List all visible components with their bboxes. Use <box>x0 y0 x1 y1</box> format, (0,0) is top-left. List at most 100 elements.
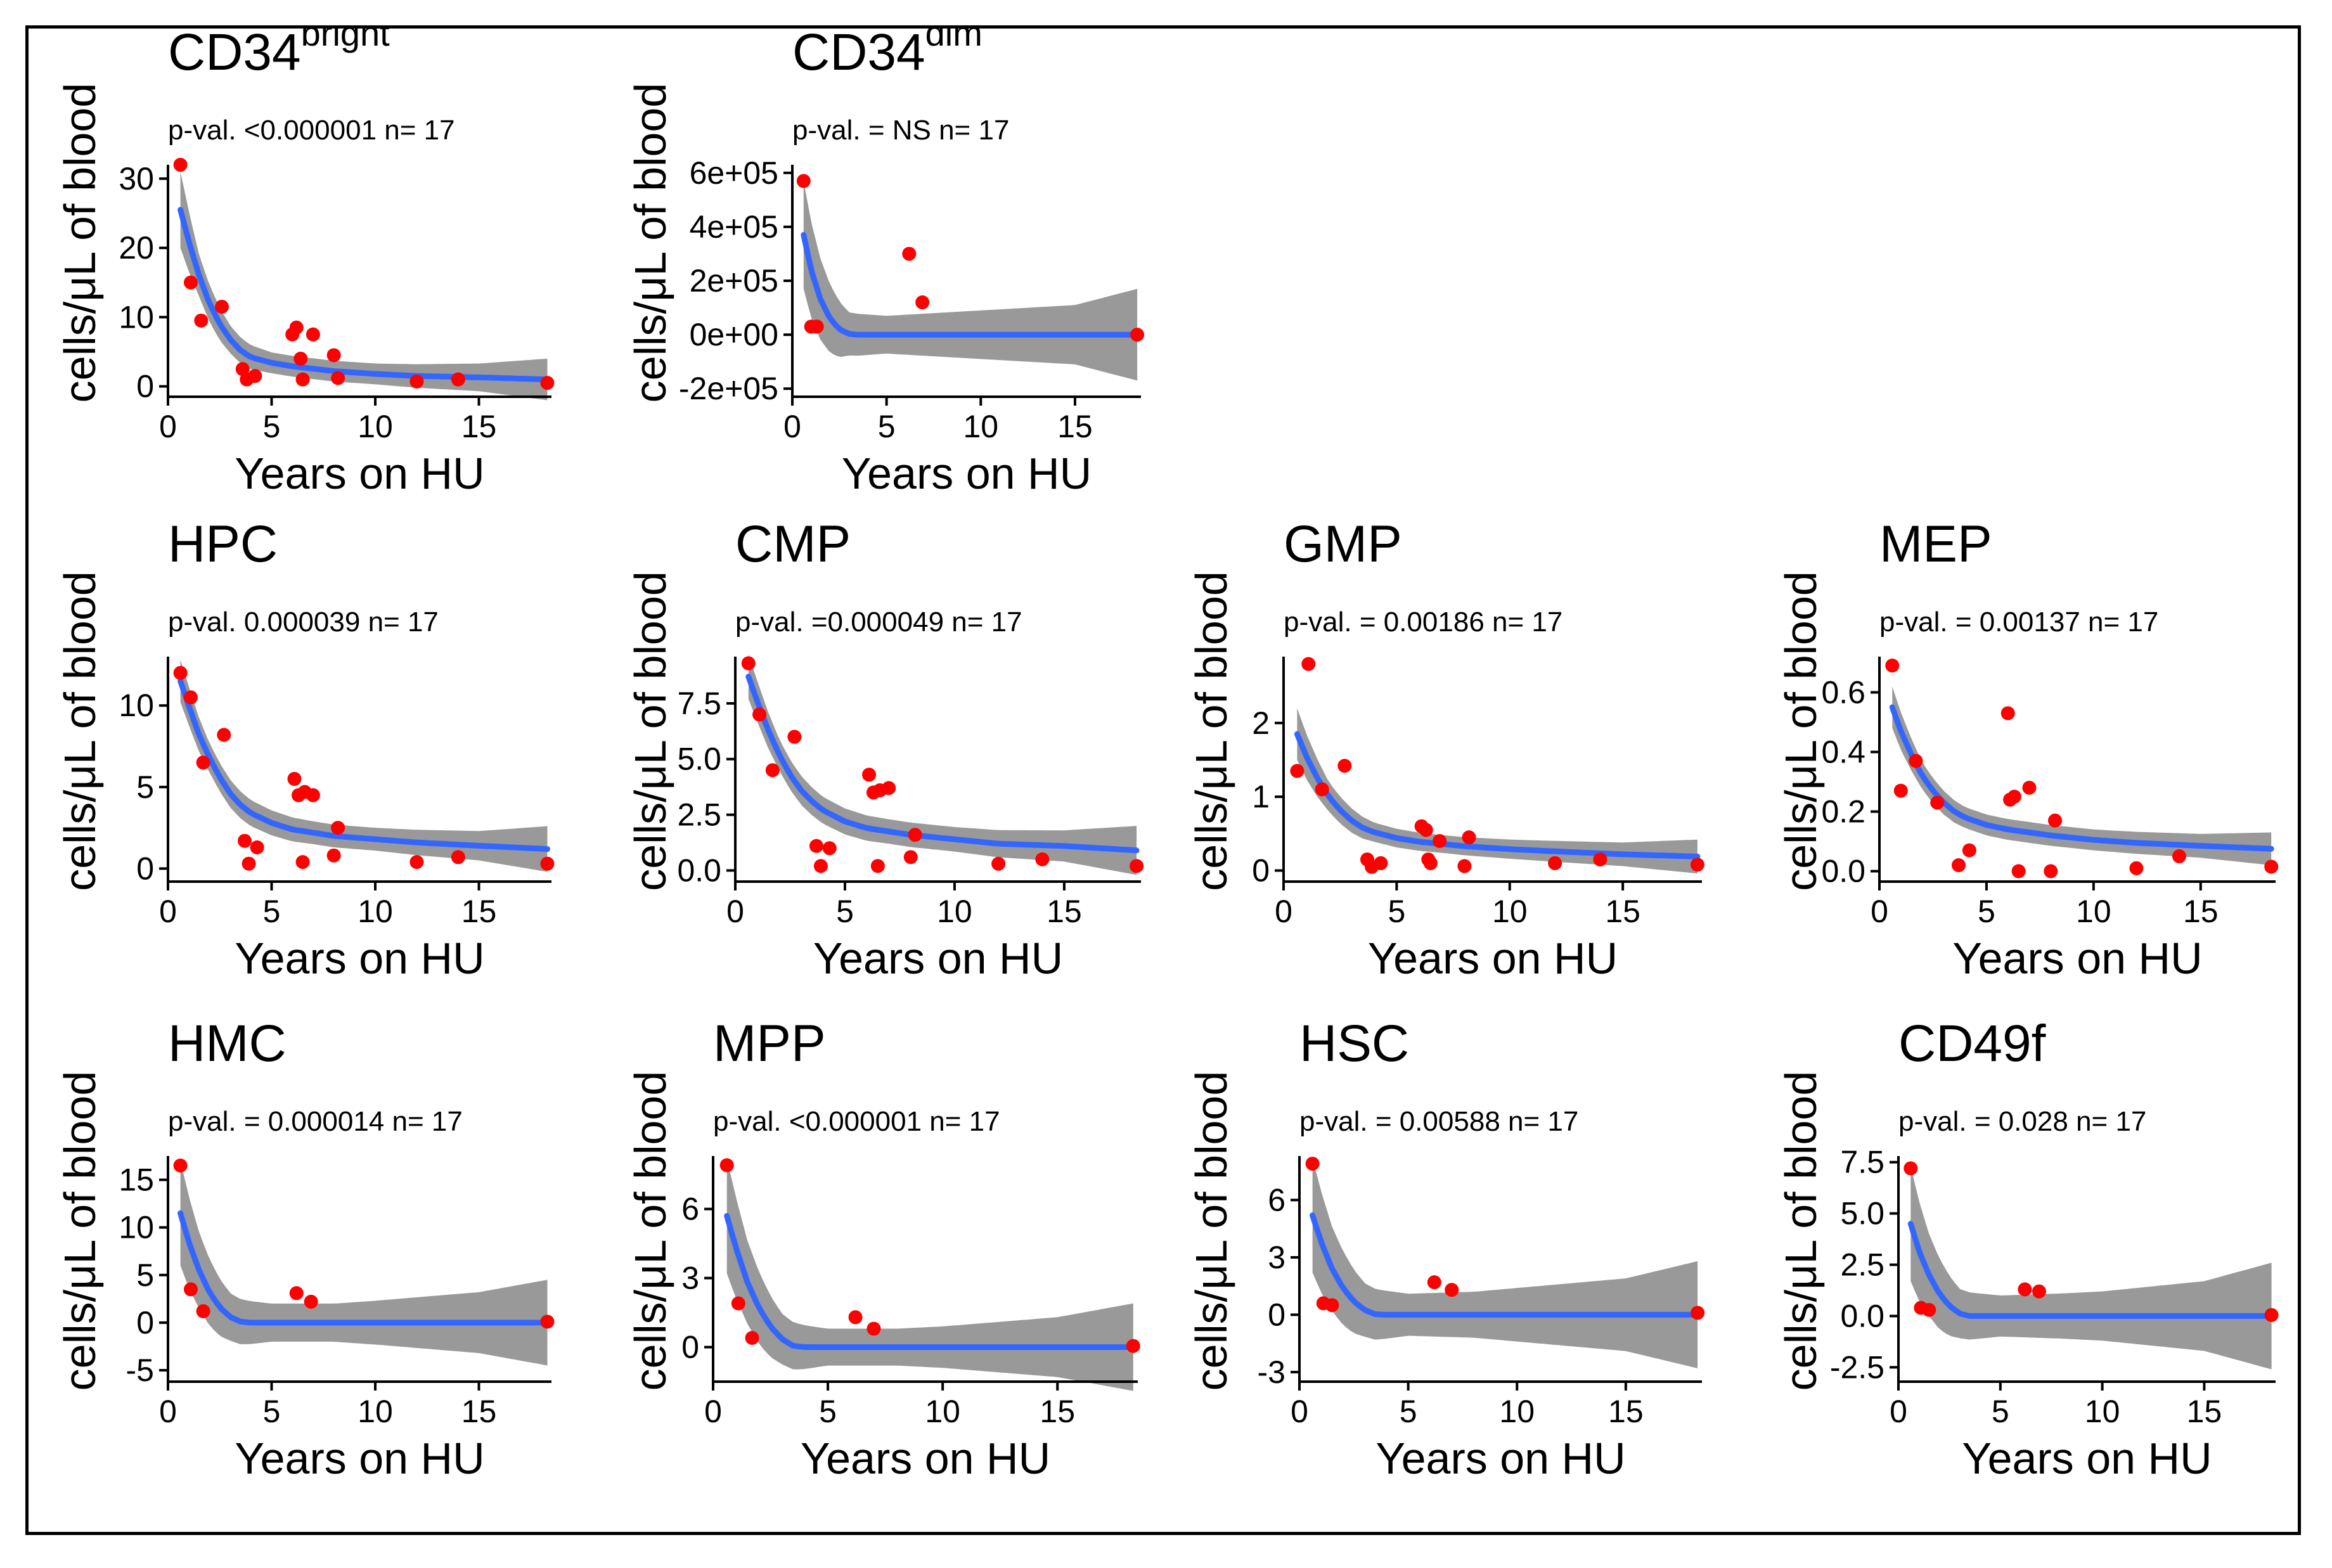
panel-cd34dim: CD34dim p-val. = NS n= 17 0 5 10 15 -2e+05 0e+0… <box>626 29 1145 498</box>
data-point <box>1593 852 1607 867</box>
x-tick-label: 10 <box>937 894 972 929</box>
data-point <box>1035 852 1050 866</box>
data-point <box>1445 1283 1459 1297</box>
y-tick-label: 0.2 <box>1821 794 1865 830</box>
x-axis-title: Years on HU <box>1952 934 2202 983</box>
data-point <box>1885 659 1900 673</box>
data-point <box>540 856 555 871</box>
x-tick-label: 15 <box>461 894 497 929</box>
confidence-band <box>1910 1166 2272 1370</box>
x-tick-label: 10 <box>358 409 393 444</box>
confidence-band <box>748 654 1137 875</box>
x-tick-label: 10 <box>358 1394 393 1429</box>
data-point <box>915 295 930 310</box>
y-tick-label: 15 <box>119 1162 154 1198</box>
data-point <box>1904 1161 1918 1176</box>
data-point <box>765 763 780 778</box>
data-point <box>752 707 767 722</box>
panel-mep: MEP p-val. = 0.00137 n= 17 0 5 10 15 0.0 0.2 0.4… <box>1776 515 2279 983</box>
panel-hpc: HPC p-val. 0.000039 n= 17 0 5 10 15 0 5 10 Years … <box>55 515 555 983</box>
y-tick-label: 0.4 <box>1821 734 1865 769</box>
y-tick-label: 2 <box>1252 705 1270 741</box>
panel-stat-label: p-val. = NS n= 17 <box>792 115 1009 146</box>
data-point <box>2172 849 2186 864</box>
x-axis-title: Years on HU <box>1375 1434 1625 1483</box>
data-point <box>331 371 345 385</box>
data-point <box>1952 858 1966 873</box>
y-tick-label: 2.5 <box>677 797 721 833</box>
panel-title: GMP <box>1284 515 1402 573</box>
x-tick-label: 10 <box>1499 1394 1535 1429</box>
data-point <box>903 850 918 864</box>
x-axis-title: Years on HU <box>1368 934 1618 983</box>
x-tick-label: 10 <box>925 1394 960 1429</box>
data-point <box>822 841 837 856</box>
data-point <box>866 1321 881 1336</box>
y-axis-title: cells/μL of blood <box>55 571 105 891</box>
y-tick-label: 5.0 <box>1840 1196 1884 1231</box>
data-point <box>238 833 252 848</box>
x-axis-title: Years on HU <box>235 1434 484 1483</box>
x-tick-label: 0 <box>1890 1394 1907 1429</box>
y-tick-label: 10 <box>119 1210 154 1245</box>
data-point <box>1325 1298 1339 1313</box>
panel-title: HPC <box>168 515 278 573</box>
data-point <box>306 327 320 342</box>
data-point <box>796 174 811 188</box>
x-tick-label: 0 <box>159 1394 177 1429</box>
data-point <box>2018 1282 2032 1297</box>
y-axis-title: cells/μL of blood <box>626 1071 675 1391</box>
data-point <box>289 320 304 335</box>
data-point <box>1301 657 1316 671</box>
x-tick-label: 15 <box>1057 409 1093 444</box>
data-point <box>2264 859 2279 874</box>
data-point <box>862 768 877 782</box>
x-tick-label: 10 <box>358 894 393 929</box>
x-tick-label: 10 <box>1492 894 1528 929</box>
fit-line <box>177 1210 550 1326</box>
panel-stat-label: p-val. = 0.000014 n= 17 <box>168 1106 463 1137</box>
data-point <box>173 665 188 680</box>
data-point <box>183 690 198 705</box>
confidence-band <box>726 1158 1133 1391</box>
y-tick-label: 2e+05 <box>690 263 778 299</box>
data-point <box>1337 759 1352 773</box>
x-axis-title: Years on HU <box>842 449 1092 498</box>
y-tick-label: 6e+05 <box>690 155 778 191</box>
fit-line <box>1310 1212 1701 1318</box>
data-point <box>1962 843 1976 858</box>
y-tick-label: 7.5 <box>1840 1145 1884 1180</box>
confidence-band <box>1892 686 2272 866</box>
panel-title-superscript: bright <box>301 29 390 53</box>
x-tick-label: 0 <box>726 894 744 929</box>
data-point <box>293 351 308 366</box>
panel-title: CD34bright <box>168 29 390 81</box>
panel-title-main: CD34 <box>792 29 925 81</box>
data-point <box>1315 782 1329 797</box>
y-tick-label: 0 <box>136 851 154 886</box>
panel-stat-label: p-val. = 0.00137 n= 17 <box>1879 607 2158 638</box>
y-tick-label: 2.5 <box>1840 1247 1884 1283</box>
y-tick-label: -2e+05 <box>679 371 778 406</box>
data-point <box>289 1286 304 1301</box>
data-point <box>451 372 465 387</box>
panel-title-main: HSC <box>1299 1015 1409 1072</box>
x-tick-label: 0 <box>1291 1394 1308 1429</box>
fit-line <box>1294 731 1701 859</box>
confidence-band <box>803 181 1138 381</box>
data-point <box>1548 856 1562 870</box>
panel-title-main: GMP <box>1284 515 1402 573</box>
data-point <box>882 781 896 795</box>
data-point <box>2048 813 2063 828</box>
y-tick-label: 0.6 <box>1821 674 1865 710</box>
data-point <box>540 1314 555 1329</box>
y-tick-label: 1 <box>1252 779 1270 814</box>
data-point <box>540 376 555 390</box>
fit-line <box>1889 704 2274 852</box>
y-tick-label: 5 <box>136 1257 154 1293</box>
data-point <box>902 247 917 261</box>
y-tick-label: 6 <box>681 1192 699 1227</box>
